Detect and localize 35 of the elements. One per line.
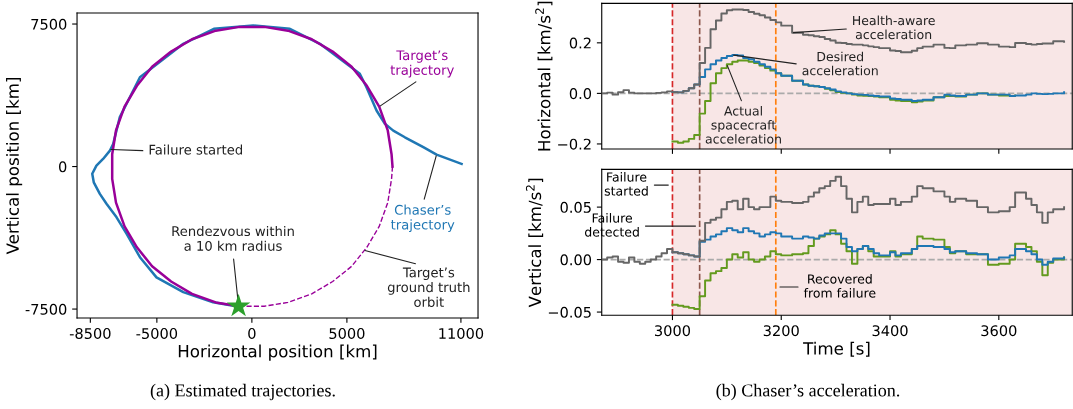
annotation: Target’s ground truth orbit: [387, 267, 470, 307]
y-axis-title: Vertical position [km]: [6, 77, 23, 255]
y-tick-label: 0.2: [569, 37, 591, 49]
y-tick-label: 0.00: [560, 254, 592, 266]
x-axis-title: Time [s]: [803, 341, 870, 357]
text: (a) Estimated trajectories.: [150, 383, 335, 401]
y-tick-label: 7500: [31, 18, 67, 30]
y-tick-label: 0.0: [569, 88, 592, 100]
series-label: Desired acceleration: [802, 51, 878, 76]
x-tick-label: 0: [248, 327, 256, 340]
x-tick-label: 5000: [329, 327, 365, 340]
x-tick-label: 11000: [439, 327, 484, 340]
text: Chaser’s trajectory: [390, 204, 455, 233]
series-label: Target’s trajectory: [390, 50, 454, 78]
annotation: Rendezvous within a 10 km radius: [172, 225, 294, 251]
y-tick-label: -7500: [25, 303, 67, 315]
ref-line-label: Failure started: [604, 172, 648, 196]
text: (b) Chaser’s acceleration.: [716, 383, 900, 401]
y-axis-title: Horizontal [km/s$^{2}$]: [535, 1, 553, 151]
x-tick-label: 3600: [981, 325, 1017, 337]
y-tick-label: −0.2: [558, 138, 591, 150]
x-tick-label: -5000: [136, 327, 178, 340]
series-label: Health-aware acceleration: [853, 15, 935, 40]
x-tick-label: 3400: [872, 325, 908, 337]
annotation: Failure started: [149, 144, 242, 155]
y-tick-label: 0: [59, 161, 67, 173]
x-tick-label: 3000: [655, 325, 691, 337]
x-axis-title: Horizontal position [km]: [178, 344, 377, 361]
y-tick-label: 0.05: [560, 201, 591, 213]
x-tick-label: -8500: [69, 327, 111, 340]
y-tick-label: −0.05: [548, 306, 591, 318]
series-label: Actual spacecraft acceleration: [705, 105, 781, 144]
ref-line-label: Recovered from failure: [803, 274, 876, 298]
y-axis-title: Vertical [km/s$^{2}$]: [525, 178, 544, 308]
x-tick-label: 3200: [763, 325, 799, 337]
